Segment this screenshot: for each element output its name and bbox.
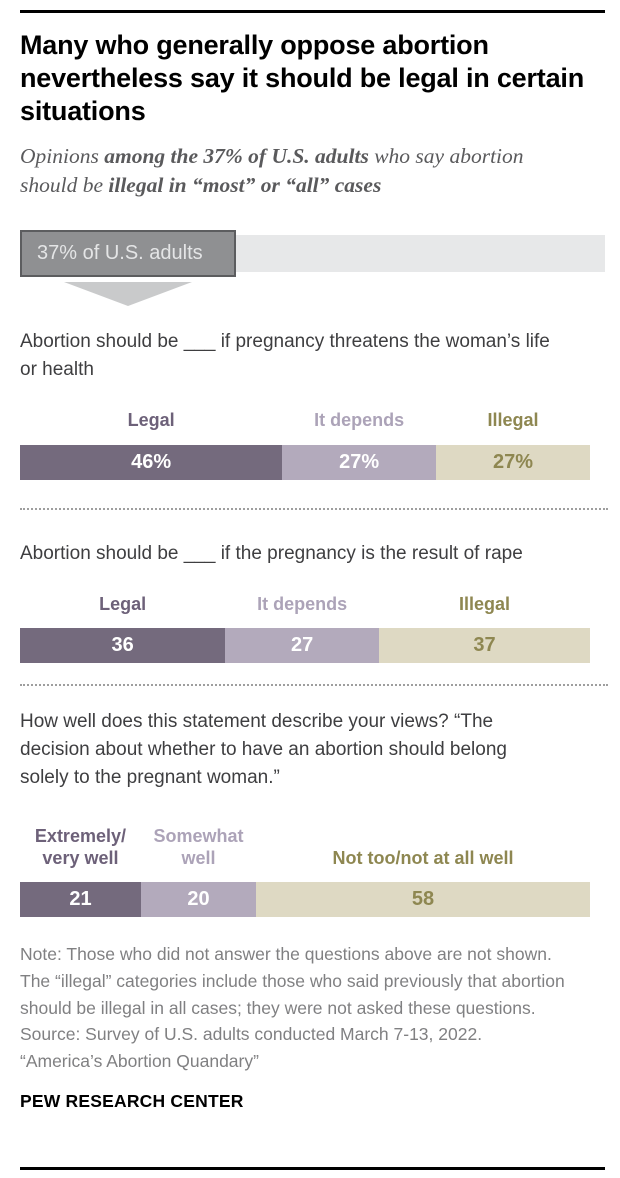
chart-category-labels: Legal It depends Illegal: [20, 594, 590, 616]
top-rule: [20, 10, 605, 13]
bar-segment: 20: [140, 882, 257, 918]
bar-segment: 37: [379, 628, 590, 664]
category-label: Legal: [127, 410, 175, 431]
page-title: Many who generally oppose abortion never…: [20, 30, 585, 126]
bar-segment: 27%: [436, 444, 590, 480]
dotted-separator: [20, 684, 608, 687]
bar-segment: 27: [225, 628, 380, 664]
bar-segment: 58: [256, 882, 590, 918]
category-label: Legal: [99, 593, 147, 614]
chart-question: Abortion should be ___ if the pregnancy …: [20, 542, 523, 564]
footnotes: Note: Those who did not answer the quest…: [20, 941, 568, 1075]
bar-segment: 36: [20, 628, 226, 664]
chart-category-labels: Extremely/ very well Somewhat well Not too…: [20, 826, 590, 869]
subtitle-segment: Opinions: [20, 143, 105, 168]
stacked-bar: 46% 27% 27%: [20, 444, 590, 480]
stacked-bar: 21 20 58: [20, 882, 590, 918]
chart-question: How well does this statement describe yo…: [20, 711, 507, 789]
down-arrow-icon: [64, 282, 192, 307]
chart-category-labels: Legal It depends Illegal: [20, 410, 590, 432]
note-text: Note: Those who did not answer the quest…: [20, 944, 565, 1018]
stacked-bar: 36 27 37: [20, 628, 590, 664]
category-label: Illegal: [487, 410, 539, 431]
chart-result-of-rape: Abortion should be ___ if the pregnancy …: [20, 540, 605, 664]
population-highlight-box: 37% of U.S. adults: [20, 230, 237, 278]
brand-label: PEW RESEARCH CENTER: [20, 1091, 244, 1112]
subtitle-segment: illegal in “most” or “all” cases: [108, 173, 382, 198]
dotted-separator: [20, 507, 608, 510]
subtitle-segment: who say abortion should be: [20, 143, 524, 198]
category-label: Somewhat well: [153, 826, 244, 868]
category-label: Not too/not at all well: [332, 847, 514, 868]
category-label: It depends: [314, 410, 405, 431]
content-wrapper: Many who generally oppose abortion never…: [20, 0, 608, 1112]
page-subtitle: Opinions among the 37% of U.S. adults wh…: [20, 142, 565, 200]
population-band: 37% of U.S. adults: [20, 230, 605, 278]
subtitle-segment: among the 37% of U.S. adults: [104, 143, 369, 168]
category-label: Illegal: [459, 593, 511, 614]
chart-statement-views: How well does this statement describe yo…: [20, 708, 605, 918]
source-text: Source: Survey of U.S. adults conducted …: [20, 1024, 483, 1072]
population-label: 37% of U.S. adults: [37, 242, 203, 265]
bottom-rule: [20, 1167, 605, 1170]
chart-life-or-health: Abortion should be ___ if pregnancy thre…: [20, 328, 605, 480]
category-label: Extremely/ very well: [34, 826, 126, 868]
category-label: It depends: [257, 593, 348, 614]
chart-question: Abortion should be ___ if pregnancy thre…: [20, 331, 550, 381]
bar-segment: 46%: [20, 444, 283, 480]
bar-segment: 27%: [282, 444, 437, 480]
bar-segment: 21: [20, 882, 141, 918]
